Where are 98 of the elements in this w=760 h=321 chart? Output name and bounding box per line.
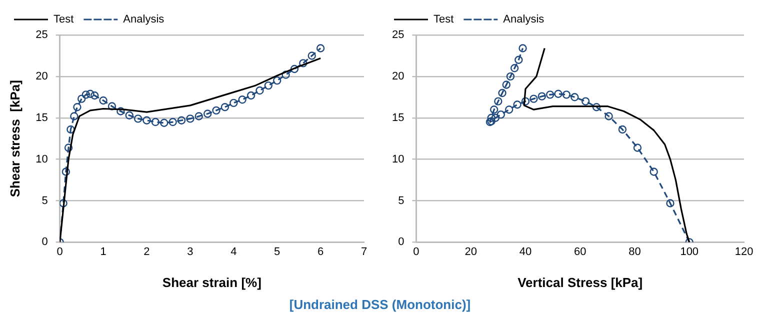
- point: [592, 103, 601, 112]
- x-tick-label: 60: [574, 246, 586, 258]
- point: [618, 125, 627, 134]
- x-tick-label: 2: [144, 246, 150, 258]
- point: [498, 88, 506, 98]
- point: [666, 199, 674, 208]
- y-tick-label: 25: [36, 29, 48, 42]
- point: [77, 94, 86, 103]
- legend-label: Test: [434, 14, 454, 26]
- point: [60, 199, 68, 208]
- x-tick-label: 100: [680, 246, 699, 258]
- x-tick-label: 0: [56, 246, 63, 258]
- point: [272, 76, 282, 85]
- point: [562, 90, 571, 99]
- point: [282, 70, 290, 79]
- point: [546, 90, 554, 99]
- point: [194, 112, 203, 120]
- point: [108, 102, 116, 110]
- legend-label: Test: [54, 14, 74, 26]
- point: [487, 114, 496, 122]
- point: [212, 106, 220, 115]
- x-axis-title: Vertical Stress [kPa]: [518, 274, 643, 290]
- point: [530, 94, 538, 103]
- point: [264, 81, 273, 90]
- point: [186, 114, 194, 123]
- y-tick-label: 20: [36, 70, 48, 82]
- text: [Undrained DSS (Monotonic)]: [288, 296, 472, 314]
- point: [490, 105, 498, 114]
- x-tick-label: 3: [187, 246, 194, 258]
- point: [116, 107, 125, 116]
- x-tick-label: 80: [628, 246, 641, 258]
- point: [505, 105, 514, 114]
- point: [82, 90, 90, 99]
- point: [64, 144, 73, 152]
- y-tick-label: 5: [398, 194, 404, 207]
- point: [151, 118, 160, 126]
- point: [73, 103, 82, 112]
- point: [581, 97, 590, 106]
- y-tick-label: 0: [398, 236, 404, 248]
- point: [125, 111, 134, 120]
- x-tick-label: 20: [464, 246, 477, 258]
- point: [513, 100, 522, 109]
- point: [203, 110, 212, 118]
- y-tick-label: 10: [392, 153, 404, 166]
- point: [514, 56, 523, 64]
- y-tick-label: 10: [36, 153, 48, 166]
- point: [90, 91, 99, 100]
- point: [538, 92, 546, 100]
- y-tick-label: 15: [392, 112, 404, 124]
- point: [521, 97, 530, 106]
- point: [230, 98, 238, 108]
- point: [62, 168, 70, 176]
- point: [633, 144, 642, 152]
- point: [220, 103, 230, 112]
- point: [316, 44, 325, 52]
- point: [142, 116, 151, 124]
- point: [308, 52, 316, 60]
- point: [604, 112, 613, 120]
- point: [70, 112, 78, 120]
- x-tick-label: 7: [360, 246, 368, 258]
- point: [160, 118, 168, 127]
- point: [238, 96, 246, 104]
- point: [518, 44, 527, 52]
- point: [99, 96, 108, 105]
- point: [290, 64, 299, 74]
- point: [246, 91, 256, 100]
- y-tick-label: 0: [42, 236, 48, 248]
- legend-label: Analysis: [123, 14, 165, 26]
- x-tick-label: 40: [519, 246, 532, 258]
- point: [496, 110, 506, 119]
- point: [650, 168, 658, 176]
- point: [66, 125, 75, 134]
- point: [491, 114, 500, 122]
- point: [168, 118, 177, 126]
- point: [256, 86, 264, 95]
- x-tick-label: 0: [413, 246, 420, 258]
- point: [86, 90, 94, 98]
- point: [177, 116, 186, 124]
- x-tick-label: 5: [274, 246, 280, 258]
- y-tick-label: 5: [42, 194, 48, 207]
- point: [299, 59, 308, 68]
- x-tick-label: 6: [317, 246, 324, 258]
- x-tick-label: 1: [100, 246, 106, 258]
- point: [134, 114, 142, 123]
- point: [570, 93, 579, 102]
- point: [502, 80, 510, 89]
- y-tick-label: 15: [36, 112, 48, 124]
- legend-label: Analysis: [503, 14, 545, 26]
- y-tick-label: 25: [392, 29, 404, 42]
- point: [506, 72, 515, 81]
- y-tick-label: 20: [392, 70, 404, 82]
- x-axis-title: Shear strain [%]: [162, 274, 262, 290]
- x-tick-label: 120: [734, 246, 754, 258]
- point: [510, 64, 519, 72]
- point: [494, 97, 502, 106]
- point: [554, 90, 562, 98]
- y-axis-title: Shear stress [kPa]: [7, 80, 22, 198]
- x-tick-label: 4: [230, 246, 237, 258]
